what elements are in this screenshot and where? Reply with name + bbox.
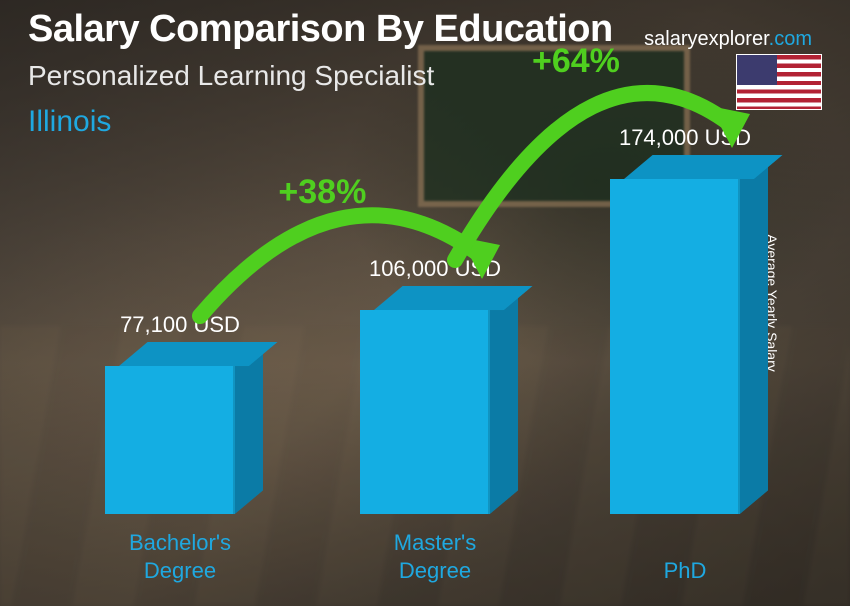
delta-label: +64%	[532, 42, 620, 81]
bar-category-label: Bachelor'sDegree	[85, 529, 275, 584]
bar-category-label: Master'sDegree	[340, 529, 530, 584]
chart-container: Salary Comparison By Education Personali…	[0, 0, 850, 606]
delta-label: +38%	[278, 173, 366, 212]
chart-subtitle: Personalized Learning Specialist	[28, 60, 434, 92]
source-suffix: .com	[769, 28, 812, 50]
bar-category-label: PhD	[590, 557, 780, 585]
bar-chart: 77,100 USDBachelor'sDegree106,000 USDMas…	[50, 150, 800, 584]
chart-location: Illinois	[28, 105, 111, 139]
